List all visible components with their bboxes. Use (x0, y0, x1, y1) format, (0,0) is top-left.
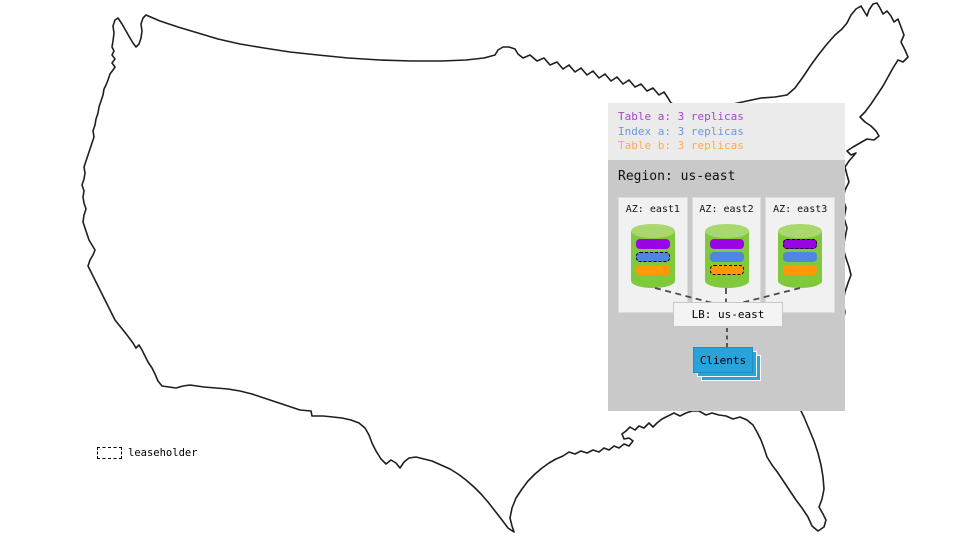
load-balancer-box: LB: us-east (673, 302, 783, 327)
cylinder-top (704, 224, 749, 238)
leaseholder-legend: leaseholder (97, 447, 198, 459)
replica-table-a (709, 239, 744, 249)
replica-index-a (783, 252, 818, 262)
cylinder-bottom (630, 274, 675, 288)
cylinder-bottom (704, 274, 749, 288)
us-contiguous-outline (81, 2, 909, 533)
clients-stack: Clients (693, 347, 761, 381)
leaseholder-swatch-icon (97, 447, 122, 459)
az-east1-label: AZ: east1 (625, 204, 680, 215)
database-cylinder-east3 (778, 224, 823, 288)
az-box-east2: AZ: east2 (691, 197, 762, 313)
replica-legend: Table a: 3 replicas Index a: 3 replicas … (608, 103, 845, 160)
leaseholder-label: leaseholder (128, 447, 198, 459)
replica-index-a-leaseholder (635, 252, 670, 262)
replica-table-b-leaseholder (709, 265, 744, 275)
connector-east3-lb (728, 287, 801, 307)
az-east3-label: AZ: east3 (773, 204, 828, 215)
legend-table-b: Table b: 3 replicas (618, 139, 744, 152)
legend-table-a: Table a: 3 replicas (618, 110, 744, 123)
region-box: Region: us-east AZ: east1 AZ: east2 (608, 160, 845, 411)
az-east2-label: AZ: east2 (699, 204, 754, 215)
database-cylinder-east2 (704, 224, 749, 288)
cylinder-top (778, 224, 823, 238)
replica-index-a (709, 252, 744, 262)
database-cylinder-east1 (630, 224, 675, 288)
cylinder-bottom (778, 274, 823, 288)
clients-box: Clients (693, 347, 753, 373)
load-balancer-label: LB: us-east (691, 308, 765, 321)
connector-east1-lb (654, 287, 725, 307)
replica-table-b (635, 265, 670, 275)
replica-table-a-leaseholder (783, 239, 818, 249)
deployment-panel: Table a: 3 replicas Index a: 3 replicas … (608, 103, 845, 411)
legend-index-a: Index a: 3 replicas (618, 124, 744, 138)
replica-table-a (635, 239, 670, 249)
clients-label: Clients (699, 353, 747, 367)
replica-table-b (783, 265, 818, 275)
cylinder-top (630, 224, 675, 238)
region-title: Region: us-east (618, 169, 736, 184)
